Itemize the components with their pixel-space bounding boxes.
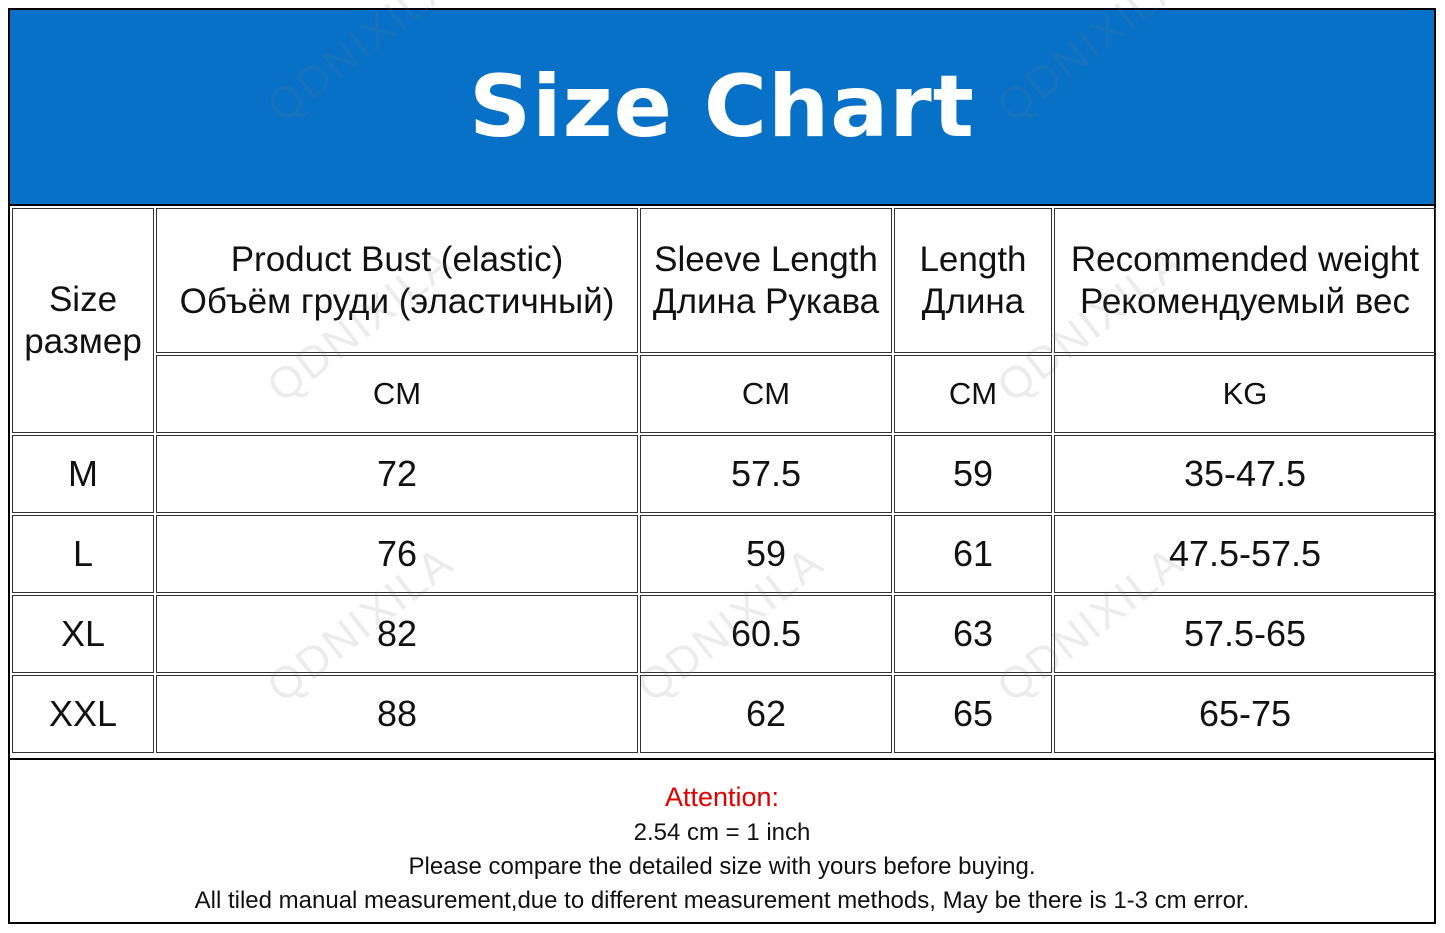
error-note: All tiled manual measurement,due to diff… — [194, 887, 1250, 914]
page-title: Size Chart — [469, 57, 975, 157]
bust-cell: 76 — [156, 515, 638, 593]
notes-section: Attention: 2.54 cm = 1 inch Please compa… — [10, 758, 1434, 926]
bust-header-en: Product Bust (elastic) — [230, 239, 564, 279]
sleeve-unit: CM — [640, 355, 892, 433]
length-header-cell: Length Длина — [894, 208, 1052, 353]
table-row: XXL 88 62 65 65-75 — [12, 675, 1436, 753]
unit-row: CM CM CM KG — [12, 355, 1436, 433]
sleeve-header-ru: Длина Рукава — [652, 281, 880, 321]
weight-cell: 47.5-57.5 — [1054, 515, 1436, 593]
bust-header-cell: Product Bust (elastic) Объём груди (элас… — [156, 208, 638, 353]
length-unit: CM — [894, 355, 1052, 433]
weight-header-en: Recommended weight — [1070, 239, 1420, 279]
length-cell: 65 — [894, 675, 1052, 753]
sleeve-cell: 60.5 — [640, 595, 892, 673]
size-table: Size размер Product Bust (elastic) Объём… — [10, 206, 1438, 755]
length-cell: 63 — [894, 595, 1052, 673]
bust-cell: 82 — [156, 595, 638, 673]
weight-cell: 65-75 — [1054, 675, 1436, 753]
size-chart-sheet: Size Chart Size размер Product Bust (ela… — [8, 8, 1436, 924]
weight-unit: KG — [1054, 355, 1436, 433]
length-header-en: Length — [919, 239, 1027, 279]
length-header-ru: Длина — [921, 281, 1025, 321]
size-cell: XL — [12, 595, 154, 673]
bust-unit: CM — [156, 355, 638, 433]
sleeve-header-cell: Sleeve Length Длина Рукава — [640, 208, 892, 353]
size-cell: XXL — [12, 675, 154, 753]
weight-cell: 35-47.5 — [1054, 435, 1436, 513]
weight-cell: 57.5-65 — [1054, 595, 1436, 673]
compare-note: Please compare the detailed size with yo… — [408, 853, 1036, 880]
bust-cell: 88 — [156, 675, 638, 753]
size-cell: M — [12, 435, 154, 513]
sleeve-cell: 62 — [640, 675, 892, 753]
size-cell: L — [12, 515, 154, 593]
sleeve-header-en: Sleeve Length — [654, 239, 878, 279]
size-header-en: Size — [48, 279, 118, 319]
sleeve-cell: 59 — [640, 515, 892, 593]
title-banner: Size Chart — [10, 10, 1434, 206]
length-cell: 61 — [894, 515, 1052, 593]
table-row: XL 82 60.5 63 57.5-65 — [12, 595, 1436, 673]
weight-header-cell: Recommended weight Рекомендуемый вес — [1054, 208, 1436, 353]
conversion-note: 2.54 cm = 1 inch — [633, 819, 811, 846]
attention-label: Attention: — [664, 782, 780, 812]
bust-header-ru: Объём груди (эластичный) — [179, 281, 615, 321]
weight-header-ru: Рекомендуемый вес — [1080, 281, 1410, 321]
table-row: M 72 57.5 59 35-47.5 — [12, 435, 1436, 513]
header-row: Size размер Product Bust (elastic) Объём… — [12, 208, 1436, 433]
sleeve-cell: 57.5 — [640, 435, 892, 513]
size-header-cell: Size размер — [12, 208, 154, 433]
bust-cell: 72 — [156, 435, 638, 513]
length-cell: 59 — [894, 435, 1052, 513]
size-header-ru: размер — [24, 321, 142, 361]
table-row: L 76 59 61 47.5-57.5 — [12, 515, 1436, 593]
